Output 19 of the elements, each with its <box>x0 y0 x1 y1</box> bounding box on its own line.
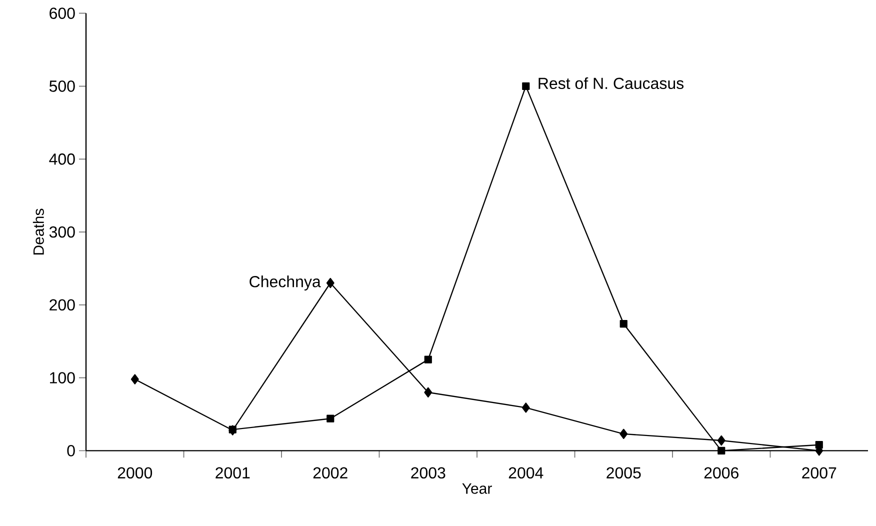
y-tick-label: 0 <box>67 445 75 456</box>
x-tick-label: 2002 <box>313 467 348 479</box>
series-label: Chechnya <box>250 276 321 290</box>
x-tick-label: 2006 <box>704 467 738 479</box>
x-tick-label: 2001 <box>216 467 250 479</box>
y-tick-label: 300 <box>49 226 75 238</box>
y-tick-label: 400 <box>49 153 75 165</box>
y-tick-label: 100 <box>50 372 75 384</box>
y-tick-label: 200 <box>50 299 75 311</box>
y-axis-title: Deaths <box>32 208 44 255</box>
x-tick-label: 2003 <box>411 467 446 479</box>
x-tick-label: 2005 <box>606 467 641 479</box>
x-tick-label: 2000 <box>118 467 152 479</box>
x-tick-label: 2007 <box>802 467 836 479</box>
x-axis-title: Year <box>462 483 492 494</box>
y-tick-label: 600 <box>50 8 75 19</box>
y-tick-label: 500 <box>49 80 75 92</box>
series-label: Rest of N. Caucasus <box>538 77 684 90</box>
x-tick-label: 2004 <box>508 467 544 479</box>
